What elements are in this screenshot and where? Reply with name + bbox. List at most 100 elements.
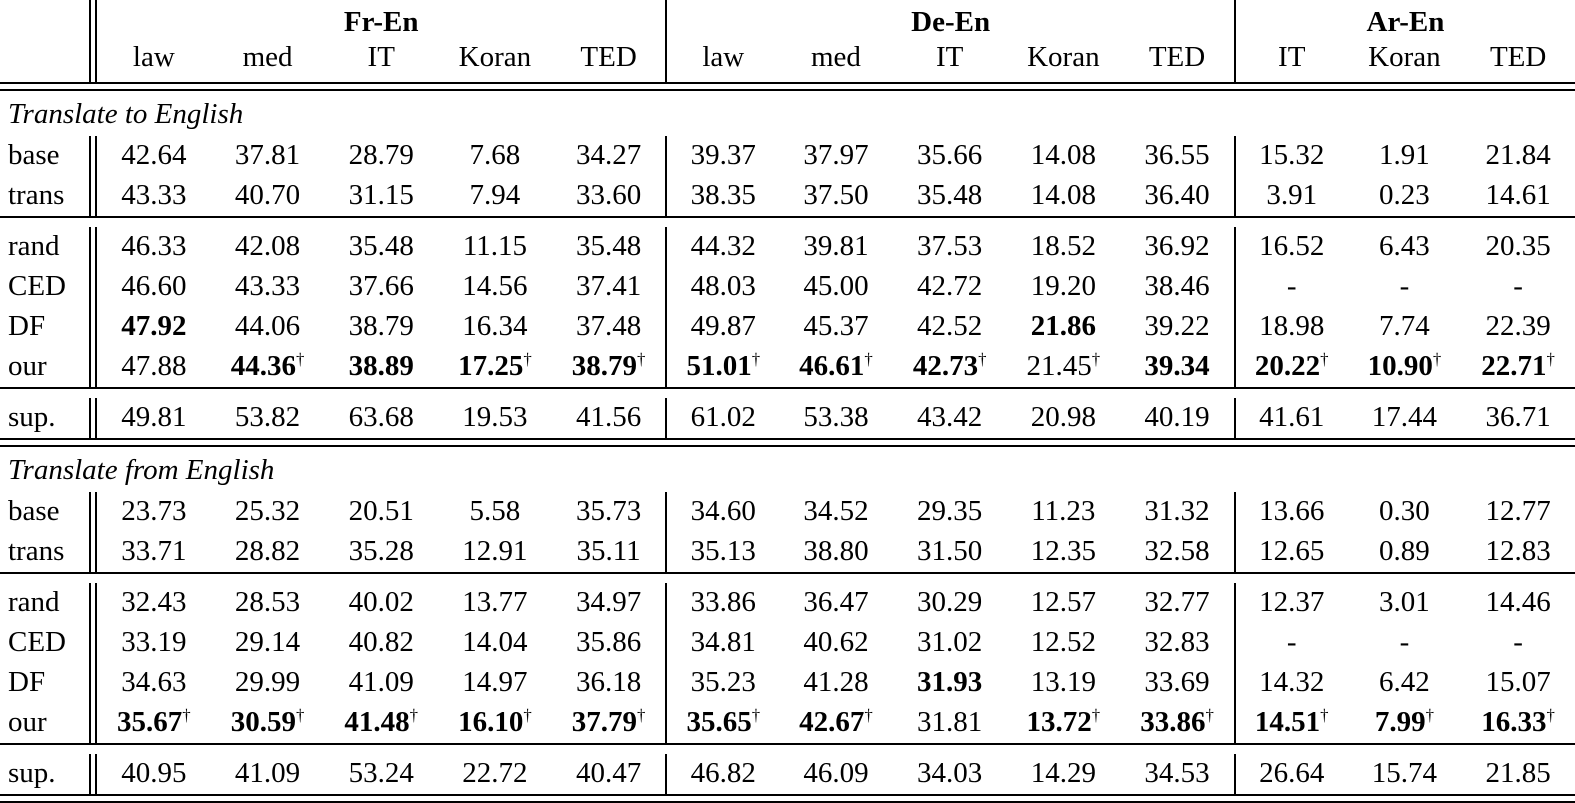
score-value: 12.57 — [1030, 586, 1096, 618]
score-cell: - — [1461, 623, 1575, 663]
score-value: 0.23 — [1379, 179, 1430, 211]
score-cell: 14.97 — [438, 663, 552, 703]
score-value: - — [1513, 626, 1523, 658]
score-value: 35.13 — [690, 535, 756, 567]
score-cell: 34.81 — [665, 623, 779, 663]
score-cell: 5.58 — [438, 492, 552, 532]
score-cell: 30.59† — [211, 703, 325, 743]
table-row: rand 32.43 28.53 40.02 13.77 34.97 33.86 36.47 3… — [0, 583, 1575, 623]
row-label: our — [0, 703, 97, 743]
table-row: rand 46.33 42.08 35.48 11.15 35.48 44.32 39.81 3… — [0, 227, 1575, 267]
score-cell: 14.29 — [1007, 754, 1121, 794]
score-value: 22.71 — [1481, 350, 1547, 382]
score-cell: 7.94 — [438, 176, 552, 216]
table-row: sup. 40.95 41.09 53.24 22.72 40.47 46.82 46.09 3… — [0, 754, 1575, 794]
table-row: our 47.88 44.36† 38.89 17.25† 38.79† 51.01† 46.… — [0, 347, 1575, 387]
score-cell: 47.88 — [97, 347, 211, 387]
score-cell: 40.47 — [552, 754, 666, 794]
score-cell: 15.07 — [1461, 663, 1575, 703]
score-value: 39.34 — [1144, 350, 1210, 382]
section-rule-line — [0, 794, 1575, 803]
dagger-marker: † — [1091, 705, 1101, 725]
score-cell: 19.53 — [438, 398, 552, 438]
score-value: 36.40 — [1144, 179, 1210, 211]
score-cell: 21.86 — [1007, 307, 1121, 347]
score-value: 11.23 — [1031, 495, 1096, 527]
score-cell: - — [1233, 267, 1348, 307]
score-cell: 16.52 — [1233, 227, 1348, 267]
score-cell: 37.50 — [779, 176, 893, 216]
score-cell: 42.64 — [97, 136, 211, 176]
score-value: 29.14 — [234, 626, 301, 658]
row-label: our — [0, 347, 97, 387]
score-cell: 20.51 — [324, 492, 438, 532]
score-value: 0.89 — [1379, 535, 1430, 567]
score-value: 25.32 — [234, 495, 301, 527]
score-cell: 44.32 — [665, 227, 779, 267]
score-value: 34.03 — [917, 757, 983, 789]
score-cell: 34.27 — [552, 136, 666, 176]
domain-header: med — [811, 41, 861, 73]
score-value: 41.09 — [234, 757, 301, 789]
score-value: 14.08 — [1030, 179, 1096, 211]
score-cell: 19.20 — [1007, 267, 1121, 307]
score-cell: 28.53 — [211, 583, 325, 623]
score-value: 6.42 — [1379, 666, 1430, 698]
group-header-fr-en: Fr-En — [343, 6, 419, 38]
score-cell: 35.66 — [893, 136, 1007, 176]
score-cell: 42.72 — [893, 267, 1007, 307]
score-cell: 21.45† — [1007, 347, 1121, 387]
score-cell: 22.72 — [438, 754, 552, 794]
score-cell: 46.33 — [97, 227, 211, 267]
score-cell: 37.79† — [552, 703, 666, 743]
score-value: 20.22 — [1254, 350, 1321, 382]
score-value: 39.22 — [1144, 310, 1210, 342]
score-cell: - — [1461, 267, 1575, 307]
score-value: 33.69 — [1144, 666, 1210, 698]
score-value: 41.09 — [348, 666, 414, 698]
score-value: 17.44 — [1371, 401, 1438, 433]
score-value: 10.90 — [1367, 350, 1433, 382]
score-cell: 12.57 — [1007, 583, 1121, 623]
score-value: 15.32 — [1259, 139, 1325, 171]
score-cell: 45.00 — [779, 267, 893, 307]
score-cell: 17.25† — [438, 347, 552, 387]
score-value: 11.15 — [462, 230, 527, 262]
score-cell: 31.50 — [893, 532, 1007, 572]
score-value: 40.95 — [121, 757, 187, 789]
block-rule-line — [0, 743, 1575, 754]
score-cell: 37.97 — [779, 136, 893, 176]
dagger-marker: † — [1205, 705, 1214, 725]
score-value: 36.47 — [803, 586, 869, 618]
score-value: 12.77 — [1485, 495, 1551, 527]
section-rule — [0, 794, 1575, 803]
score-value: 29.35 — [917, 495, 983, 527]
score-cell: 37.53 — [893, 227, 1007, 267]
score-cell: 26.64 — [1233, 754, 1348, 794]
score-value: 7.68 — [469, 139, 521, 171]
table-row: CED 46.60 43.33 37.66 14.56 37.41 48.03 45.00 42… — [0, 267, 1575, 307]
score-cell: 41.09 — [211, 754, 325, 794]
score-cell: 0.30 — [1348, 492, 1462, 532]
score-value: 14.08 — [1030, 139, 1096, 171]
score-value: 7.74 — [1379, 310, 1430, 342]
score-value: 37.97 — [803, 139, 869, 171]
score-value: 30.29 — [917, 586, 983, 618]
score-value: 29.99 — [234, 666, 301, 698]
score-value: 23.73 — [121, 495, 187, 527]
block-rule — [0, 572, 1575, 583]
section-rule — [0, 438, 1575, 447]
score-cell: 41.28 — [779, 663, 893, 703]
row-label: sup. — [0, 754, 97, 794]
score-value: 42.52 — [917, 310, 983, 342]
score-cell: 15.74 — [1348, 754, 1462, 794]
score-cell: 20.98 — [1007, 398, 1121, 438]
score-value: 46.09 — [803, 757, 869, 789]
row-label: rand — [0, 583, 97, 623]
row-label: base — [0, 492, 97, 532]
score-value: 34.52 — [803, 495, 869, 527]
score-cell: 33.19 — [97, 623, 211, 663]
score-cell: 14.08 — [1007, 136, 1121, 176]
score-value: 20.98 — [1030, 401, 1096, 433]
score-value: 34.81 — [690, 626, 756, 658]
